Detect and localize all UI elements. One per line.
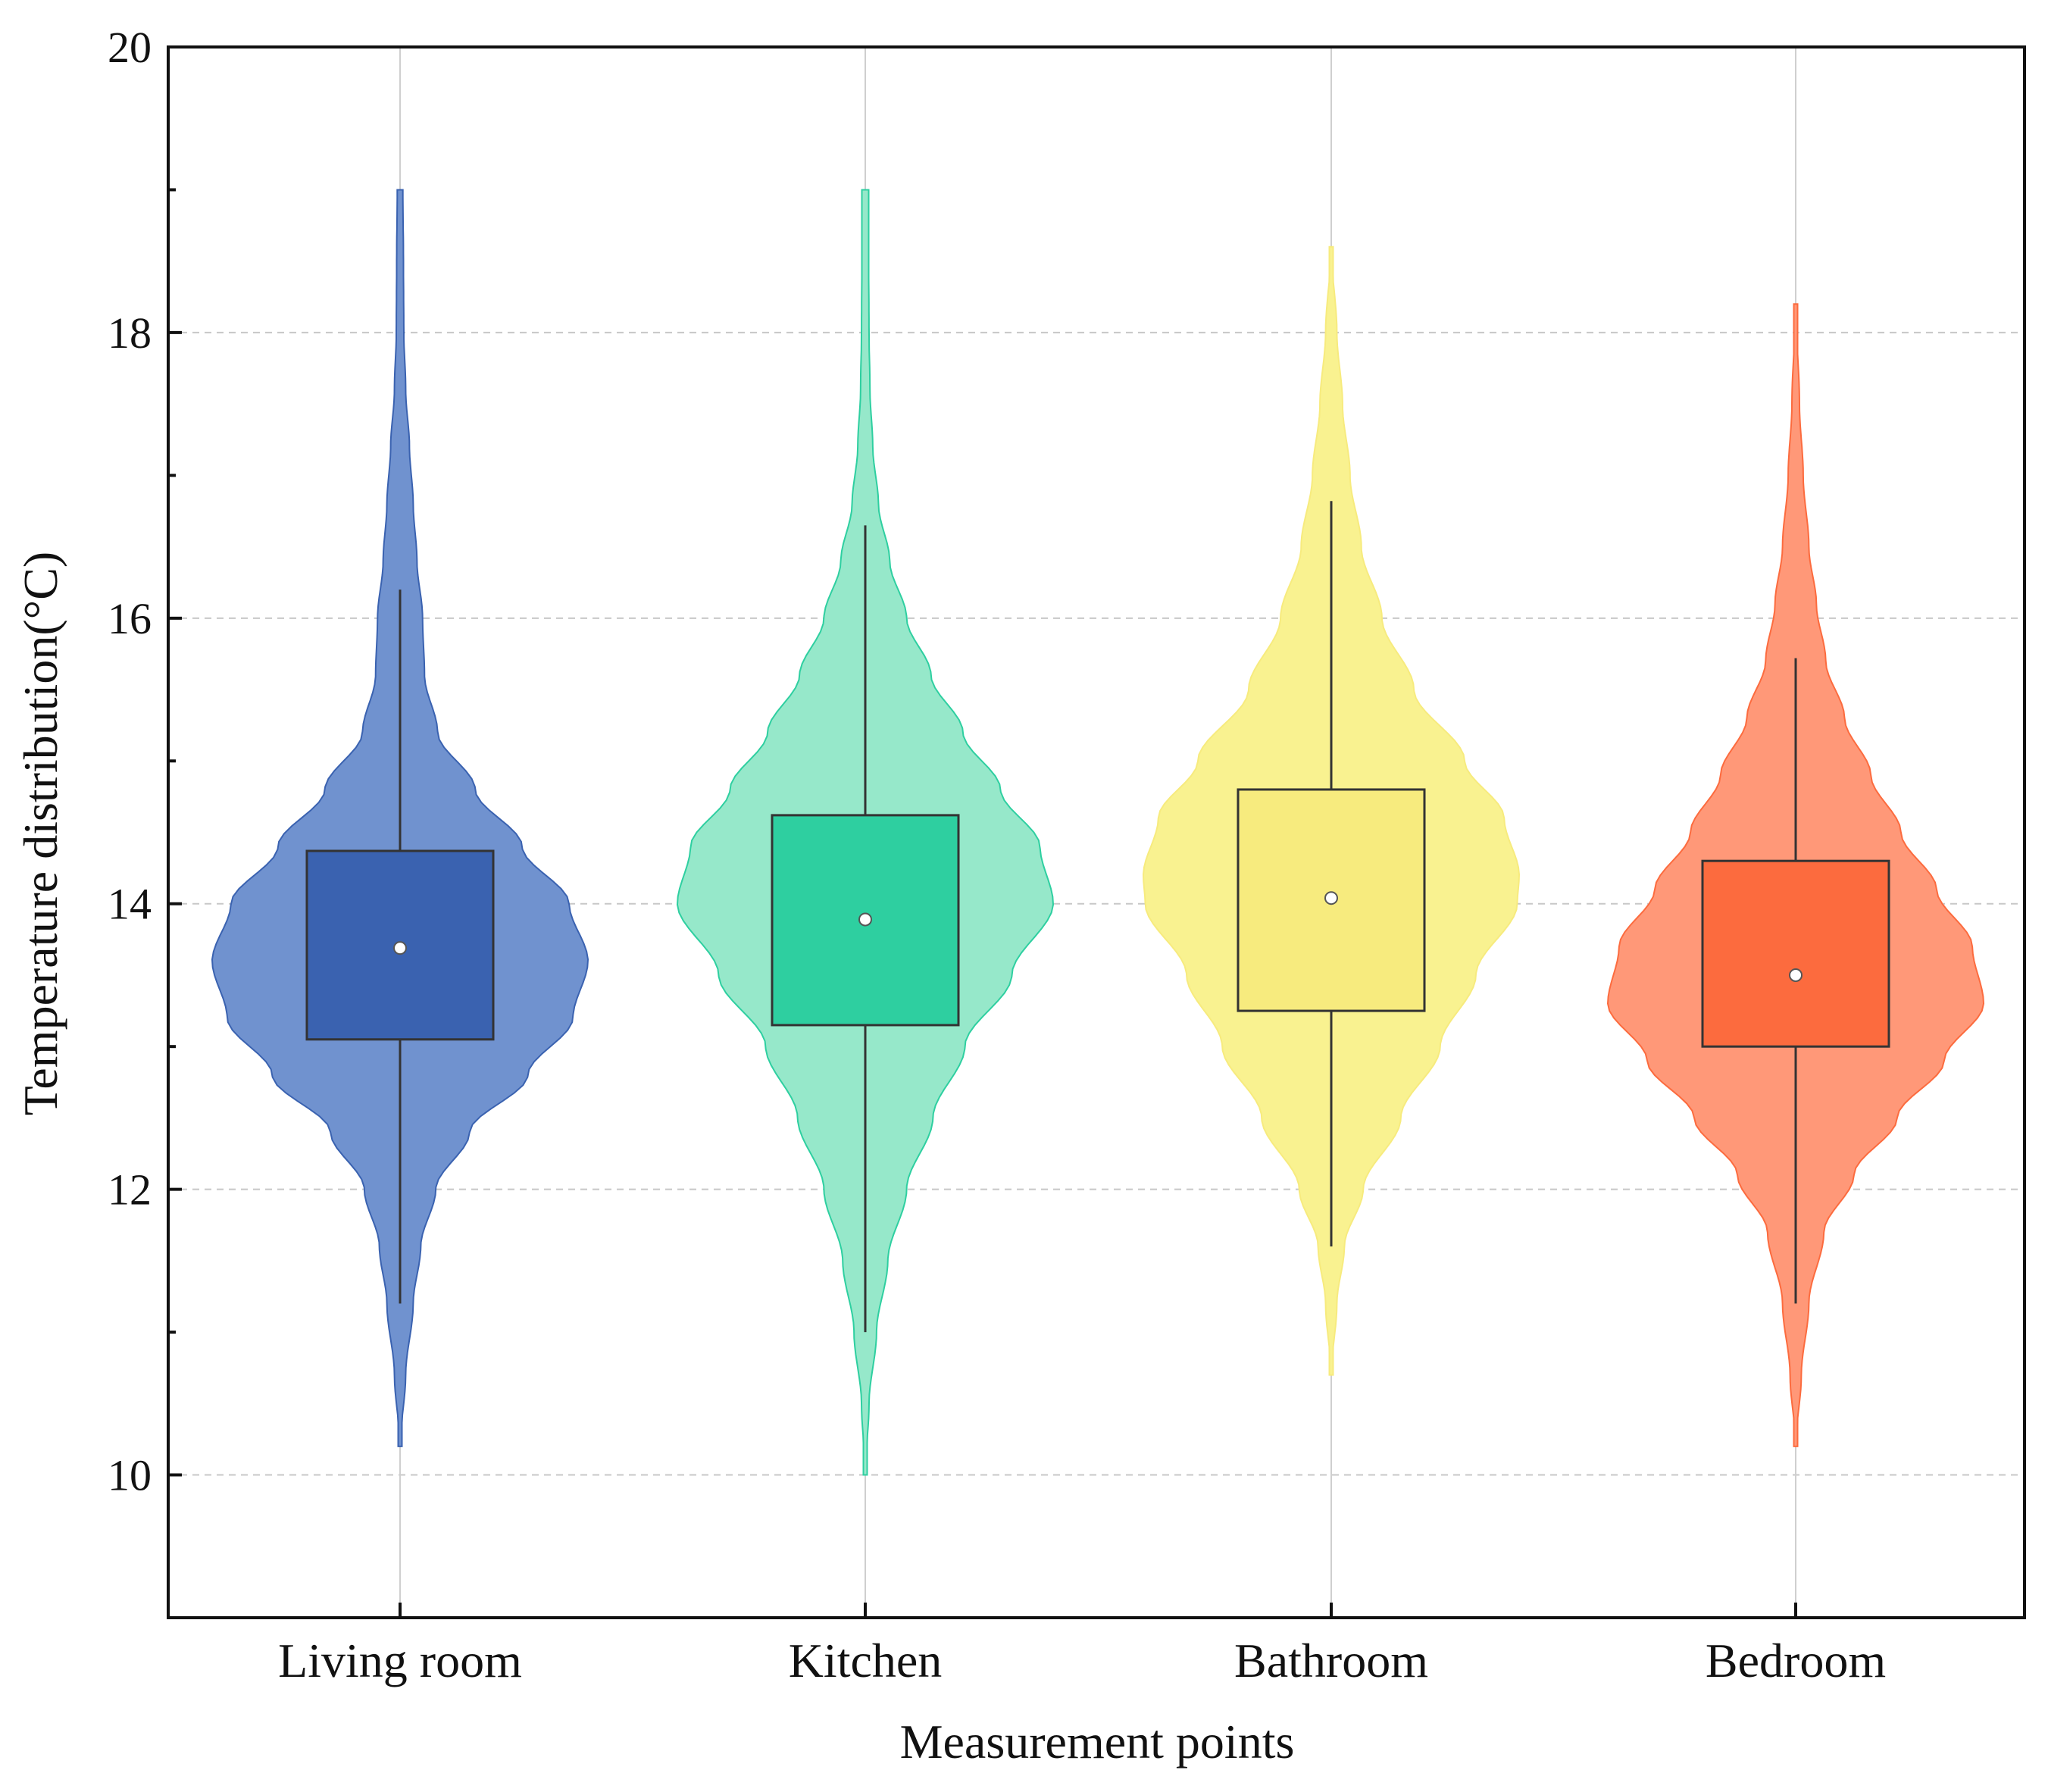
y-tick-label: 14 xyxy=(108,880,152,929)
violin-layer xyxy=(211,189,1985,1476)
mean-marker xyxy=(1324,891,1338,905)
x-axis-title: Measurement points xyxy=(900,1715,1295,1769)
box-iqr xyxy=(1701,859,1890,1048)
mean-marker xyxy=(1789,968,1803,982)
x-category-label: Kitchen xyxy=(789,1634,943,1687)
y-tick-label: 12 xyxy=(108,1165,152,1215)
y-tick-label: 18 xyxy=(108,308,152,358)
x-category-label: Bedroom xyxy=(1706,1634,1886,1687)
x-category-label: Bathroom xyxy=(1234,1634,1428,1687)
plot-frame xyxy=(167,45,2026,1619)
y-tick-label: 20 xyxy=(108,23,152,72)
y-axis-title: Temperature distribution(°C) xyxy=(14,552,67,1115)
mean-marker xyxy=(393,941,407,955)
axis-layer: 10 12 14 16 18 20 Living room Kitchen Bathroom Be… xyxy=(108,23,2026,1687)
y-tick-label: 10 xyxy=(108,1451,152,1500)
mean-marker xyxy=(858,912,872,927)
y-tick-label: 16 xyxy=(108,594,152,643)
x-category-label: Living room xyxy=(278,1634,522,1687)
